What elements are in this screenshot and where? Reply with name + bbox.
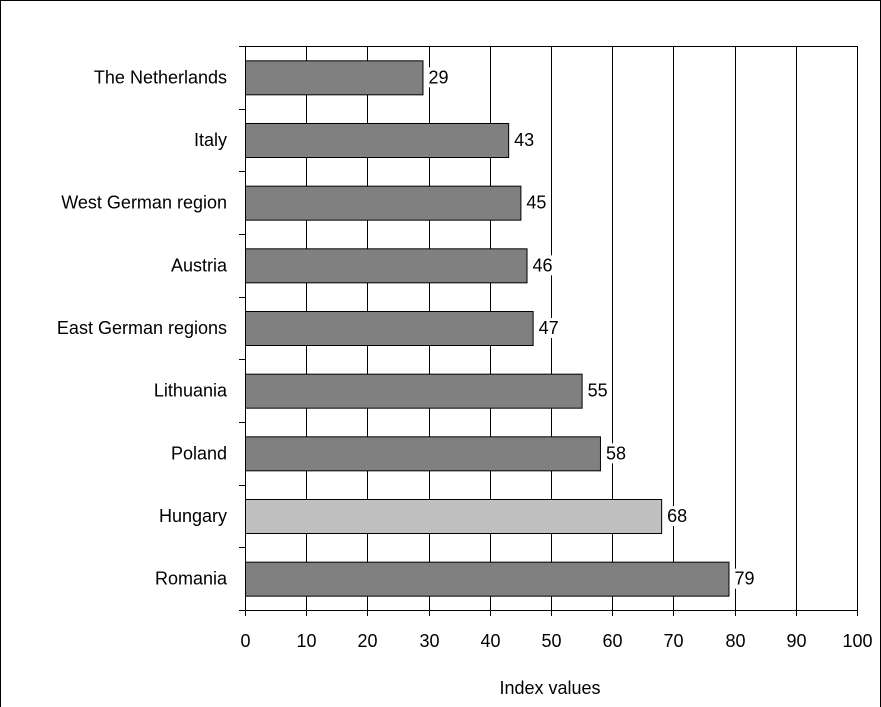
data-label-background [536, 318, 561, 338]
x-tick-label: 40 [480, 631, 500, 651]
bar-poland [245, 436, 601, 472]
data-label-background [732, 568, 757, 589]
category-label: Poland [171, 443, 227, 463]
data-label: 55 [588, 381, 608, 401]
data-label: 79 [734, 569, 754, 589]
data-label-background [512, 130, 537, 150]
x-axis-title: Index values [499, 678, 600, 698]
data-label-background [603, 443, 628, 464]
x-tick-label: 30 [419, 631, 439, 651]
data-label: 43 [514, 130, 534, 150]
data-label: 47 [539, 318, 559, 338]
data-label-background [665, 506, 690, 526]
bar-east-german-regions [245, 311, 534, 346]
category-label: The Netherlands [94, 67, 227, 87]
bar-romania [245, 561, 730, 597]
x-tick-label: 90 [786, 631, 806, 651]
category-label: Romania [155, 569, 228, 589]
x-tick-label: 100 [842, 631, 872, 651]
data-label-background [530, 255, 555, 276]
bar-the-netherlands [245, 60, 424, 96]
data-label: 45 [526, 193, 546, 213]
data-label-background [426, 67, 451, 88]
category-label: East German regions [57, 318, 227, 338]
bar-hungary [245, 499, 663, 534]
x-tick-label: 20 [357, 631, 377, 651]
bar-lithuania [245, 373, 583, 409]
bar-italy [245, 123, 510, 158]
bar-west-german-region [245, 185, 522, 221]
category-label: Austria [171, 255, 228, 275]
bar-layer: 29 43 45 46 47 55 58 68 79 [245, 60, 757, 597]
data-label: 46 [533, 255, 553, 275]
data-label-background [585, 380, 610, 401]
category-label: West German region [61, 193, 227, 213]
x-tick-label: 80 [725, 631, 745, 651]
data-label: 29 [428, 67, 448, 87]
x-tick-label: 50 [541, 631, 561, 651]
x-tick-label: 0 [240, 631, 250, 651]
data-label: 68 [667, 506, 687, 526]
category-label: Hungary [159, 506, 227, 526]
x-tick-label: 60 [602, 631, 622, 651]
data-label: 58 [606, 443, 626, 463]
x-tick-label: 70 [663, 631, 683, 651]
data-label-background [524, 192, 549, 213]
category-label: Lithuania [154, 381, 228, 401]
axis-layer: The Netherlands Italy West German region Au… [57, 46, 873, 651]
x-tick-label: 10 [296, 631, 316, 651]
category-label: Italy [194, 130, 227, 150]
bar-austria [245, 248, 528, 284]
